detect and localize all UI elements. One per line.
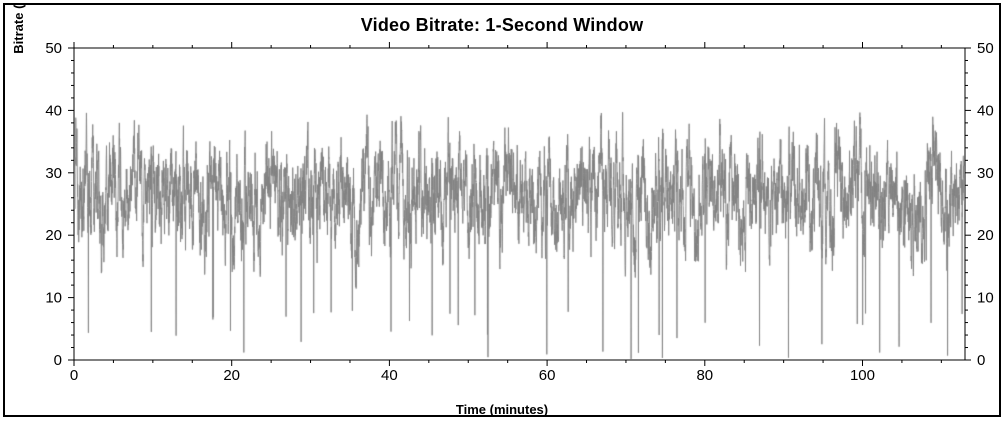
svg-text:100: 100 bbox=[850, 367, 875, 384]
svg-text:50: 50 bbox=[977, 40, 994, 57]
svg-text:20: 20 bbox=[977, 227, 994, 244]
svg-text:20: 20 bbox=[223, 367, 240, 384]
svg-text:20: 20 bbox=[45, 227, 62, 244]
svg-text:0: 0 bbox=[977, 352, 985, 369]
svg-text:40: 40 bbox=[381, 367, 398, 384]
svg-text:30: 30 bbox=[45, 165, 62, 182]
svg-text:60: 60 bbox=[539, 367, 556, 384]
svg-text:10: 10 bbox=[45, 290, 62, 307]
svg-text:50: 50 bbox=[45, 40, 62, 57]
svg-text:40: 40 bbox=[45, 102, 62, 119]
svg-text:0: 0 bbox=[54, 352, 62, 369]
svg-text:10: 10 bbox=[977, 290, 994, 307]
svg-text:30: 30 bbox=[977, 165, 994, 182]
svg-text:40: 40 bbox=[977, 102, 994, 119]
svg-text:0: 0 bbox=[70, 367, 78, 384]
svg-text:80: 80 bbox=[696, 367, 713, 384]
